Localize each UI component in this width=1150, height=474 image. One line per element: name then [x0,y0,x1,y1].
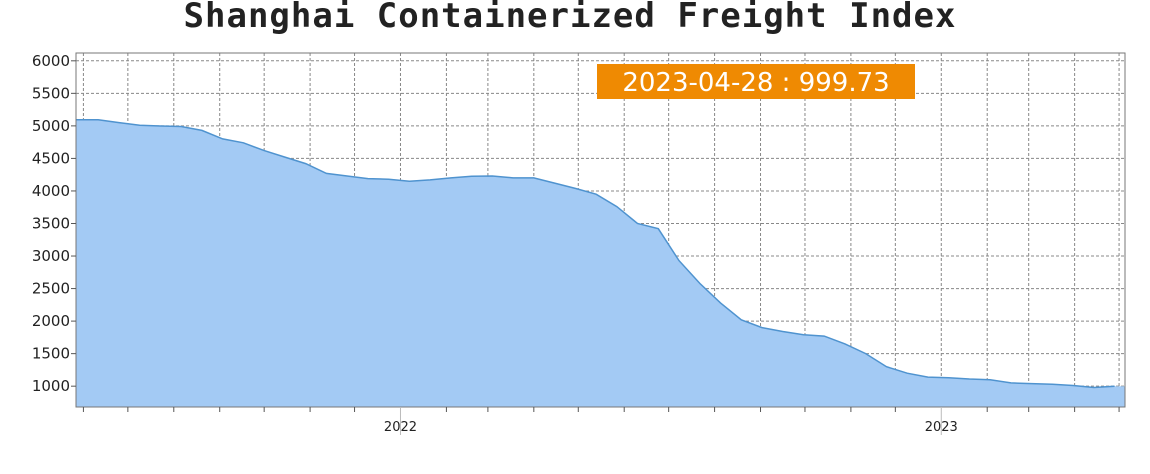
y-tick-label: 5500 [32,84,70,102]
y-tick-label: 2500 [32,280,70,298]
series-line [76,118,1115,389]
y-tick-label: 2000 [32,312,70,330]
y-tick-label: 1000 [32,377,70,395]
y-tick-label: 3500 [32,214,70,232]
y-tick-label: 6000 [32,52,70,70]
chart-title: Shanghai Containerized Freight Index [183,0,957,36]
x-axis: 2022 2023 [82,407,1120,435]
y-tick-label: 1500 [32,345,70,363]
series-area [76,118,1125,407]
series-fill [76,119,1125,407]
y-tick-label: 3000 [32,247,70,265]
plot-border [75,52,1126,408]
value-badge [597,64,915,99]
y-tick-label: 4000 [32,182,70,200]
plot-frame [75,52,1126,408]
y-tick-label: 5000 [32,117,70,135]
y-axis: 1000 1500 2000 2500 3000 3500 4000 4500 5000 5500… [32,52,76,395]
value-badge-label: 2023-04-28 : 999.73 [622,68,889,98]
y-tick-label: 4500 [32,149,70,167]
x-tick-label: 2022 [384,420,417,435]
annotation: 2023-04-28 : 999.73 [597,64,915,99]
x-tick-label: 2023 [925,420,958,435]
